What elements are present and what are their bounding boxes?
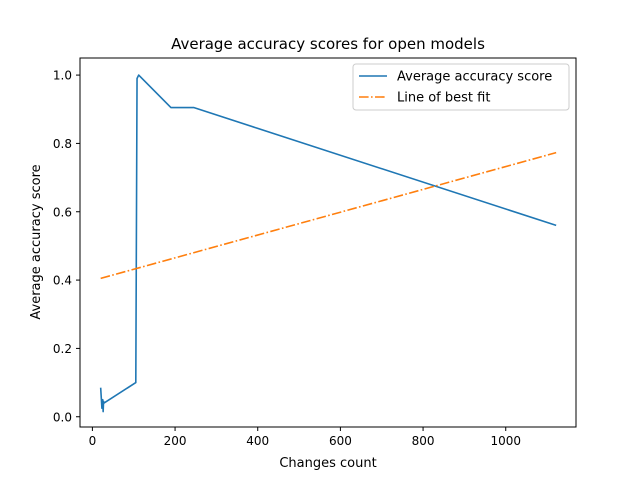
x-axis-label: Changes count — [279, 456, 376, 471]
y-tick-label: 0.8 — [53, 137, 72, 151]
x-tick-label: 0 — [89, 434, 97, 448]
y-tick-label: 0.0 — [53, 410, 72, 424]
x-axis: 0 200 400 600 800 1000 — [89, 427, 521, 448]
chart-title: Average accuracy scores for open models — [171, 35, 485, 53]
x-tick-label: 600 — [329, 434, 352, 448]
legend-box — [352, 63, 570, 111]
series-line-1 — [100, 151, 557, 280]
plot-frame — [79, 57, 577, 428]
x-tick-label: 800 — [412, 434, 435, 448]
plot-area — [99, 74, 557, 413]
legend-label-best-fit: Line of best fit — [397, 91, 490, 106]
x-tick-label: 400 — [246, 434, 269, 448]
y-axis: 0.0 0.2 0.4 0.6 0.8 1.0 — [53, 69, 80, 424]
x-tick-label: 1000 — [490, 434, 521, 448]
series-line-0 — [99, 74, 557, 413]
legend: Average accuracy score Line of best fit — [352, 63, 570, 111]
legend-label-accuracy: Average accuracy score — [397, 70, 552, 85]
y-tick-label: 0.2 — [53, 342, 72, 356]
y-tick-label: 0.4 — [53, 274, 72, 288]
y-axis-label: Average accuracy score — [29, 164, 44, 319]
y-tick-label: 0.6 — [53, 205, 72, 219]
x-tick-label: 200 — [164, 434, 187, 448]
y-tick-label: 1.0 — [53, 69, 72, 83]
